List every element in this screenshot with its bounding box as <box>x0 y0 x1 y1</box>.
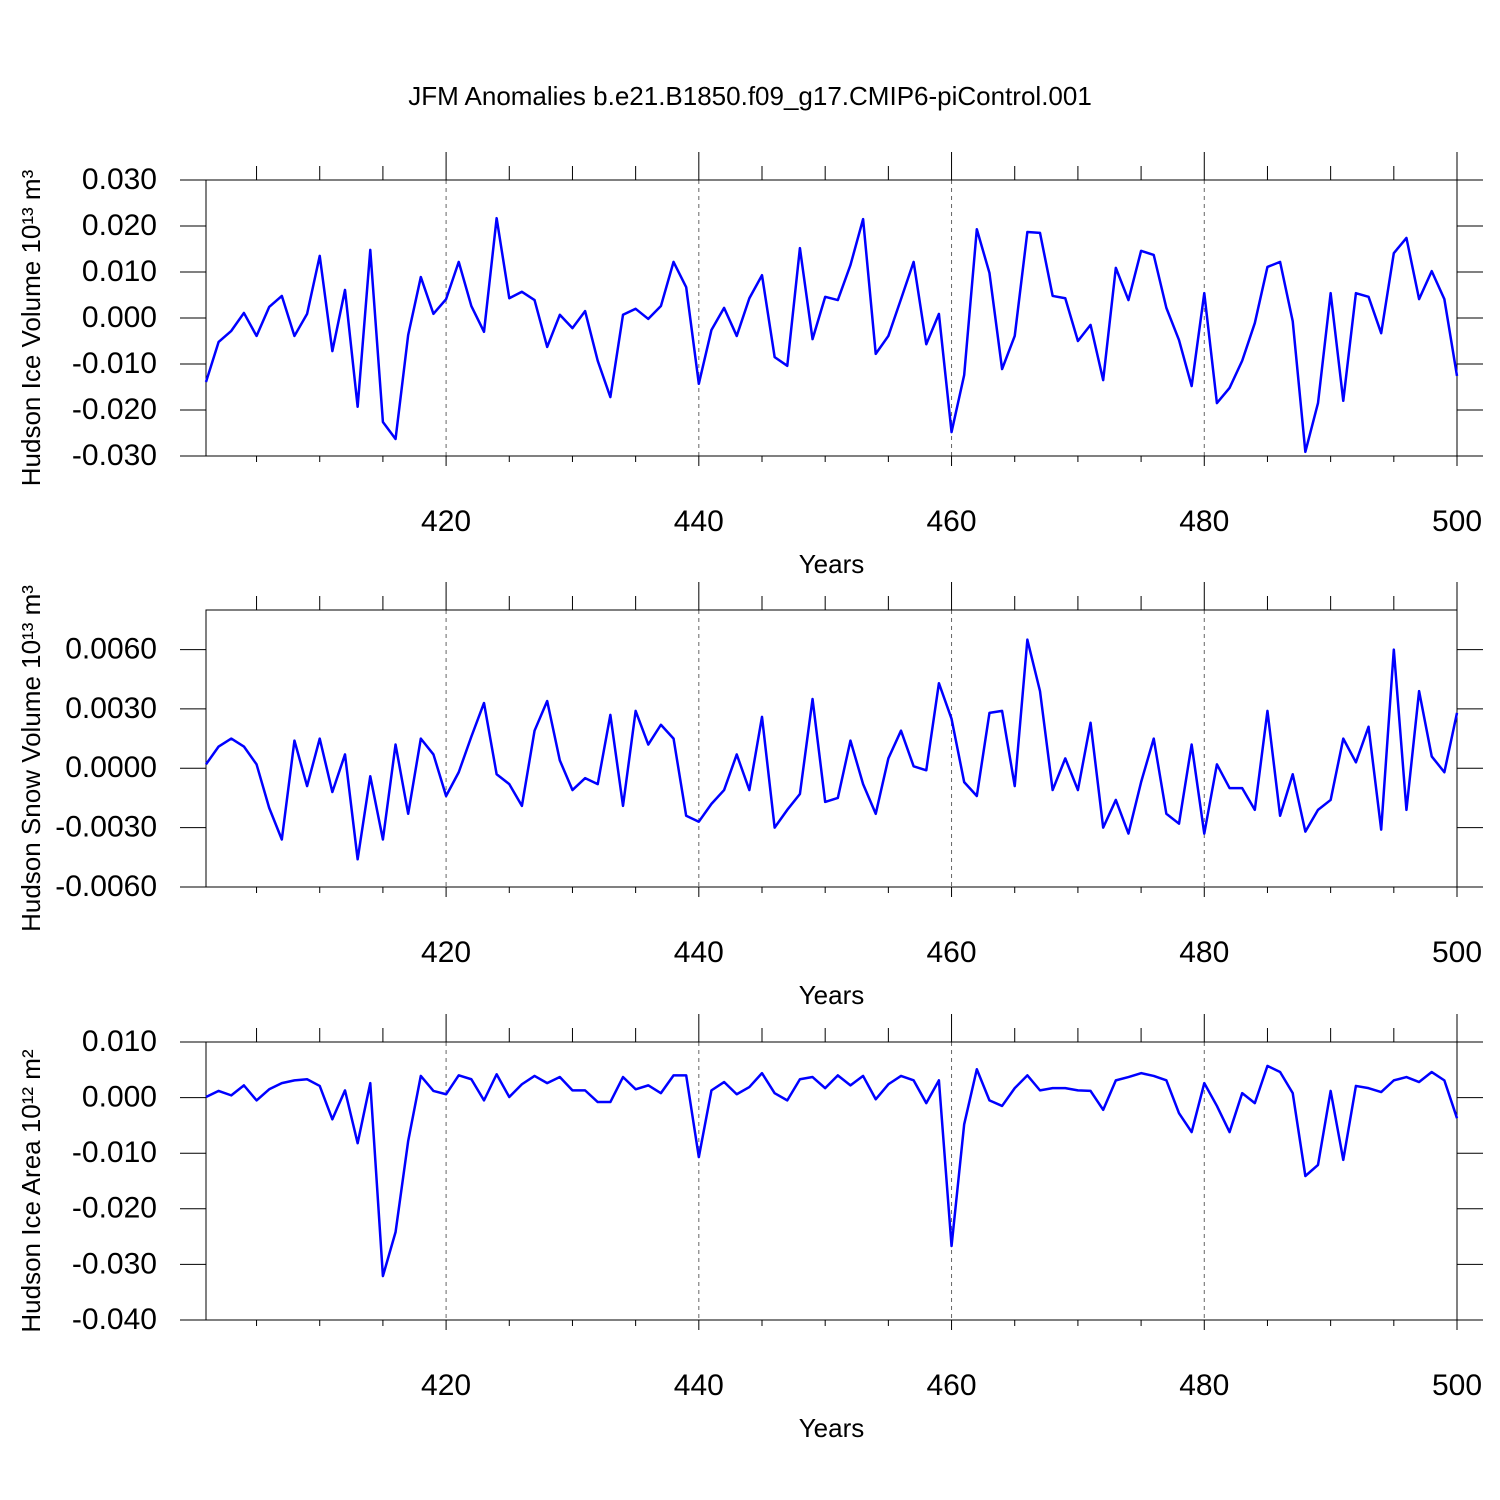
x-tick-label: 420 <box>421 505 471 538</box>
x-tick-label: 440 <box>674 936 724 969</box>
y-tick-label: -0.010 <box>72 347 157 380</box>
data-line <box>204 216 1459 454</box>
y-tick-label: 0.000 <box>82 301 157 334</box>
y-tick-label: -0.040 <box>72 1303 157 1336</box>
y-tick-label: 0.0000 <box>65 751 157 784</box>
y-axis-label: Hudson Snow Volume 10¹³ m³ <box>16 585 46 932</box>
y-tick-label: -0.0060 <box>55 870 157 903</box>
x-tick-label: 460 <box>927 1369 977 1402</box>
x-tick-label: 460 <box>927 505 977 538</box>
y-tick-label: -0.030 <box>72 439 157 472</box>
y-axis-label: Hudson Ice Area 10¹² m² <box>16 1049 46 1333</box>
x-tick-label: 420 <box>421 1369 471 1402</box>
y-tick-label: -0.020 <box>72 393 157 426</box>
y-tick-label: -0.020 <box>72 1192 157 1225</box>
x-tick-label: 500 <box>1432 936 1482 969</box>
x-tick-label: 460 <box>927 936 977 969</box>
y-tick-label: 0.0060 <box>65 632 157 665</box>
y-tick-label: 0.010 <box>82 255 157 288</box>
data-line <box>205 1064 1459 1278</box>
y-tick-label: 0.010 <box>82 1025 157 1058</box>
x-tick-label: 440 <box>674 1369 724 1402</box>
x-tick-label: 480 <box>1179 936 1229 969</box>
x-tick-label: 420 <box>421 936 471 969</box>
x-tick-label: 500 <box>1432 1369 1482 1402</box>
x-tick-label: 480 <box>1179 505 1229 538</box>
x-axis-label: Years <box>799 549 865 579</box>
y-axis-label: Hudson Ice Volume 10¹³ m³ <box>16 169 46 486</box>
x-tick-label: 480 <box>1179 1369 1229 1402</box>
y-tick-label: -0.030 <box>72 1247 157 1280</box>
plot-frame <box>205 609 1458 888</box>
y-tick-label: 0.030 <box>82 163 157 196</box>
x-axis-label: Years <box>799 980 865 1010</box>
plot-frame <box>205 179 1458 457</box>
figure-title: JFM Anomalies b.e21.B1850.f09_g17.CMIP6-… <box>408 81 1092 111</box>
y-tick-label: 0.020 <box>82 209 157 242</box>
y-tick-label: 0.0030 <box>65 692 157 725</box>
data-line <box>204 638 1459 861</box>
y-tick-label: 0.000 <box>82 1081 157 1114</box>
y-tick-label: -0.010 <box>72 1136 157 1169</box>
y-tick-label: -0.0030 <box>55 811 157 844</box>
x-tick-label: 500 <box>1432 505 1482 538</box>
plot-frame <box>205 1041 1458 1321</box>
x-axis-label: Years <box>799 1413 865 1443</box>
x-tick-label: 440 <box>674 505 724 538</box>
